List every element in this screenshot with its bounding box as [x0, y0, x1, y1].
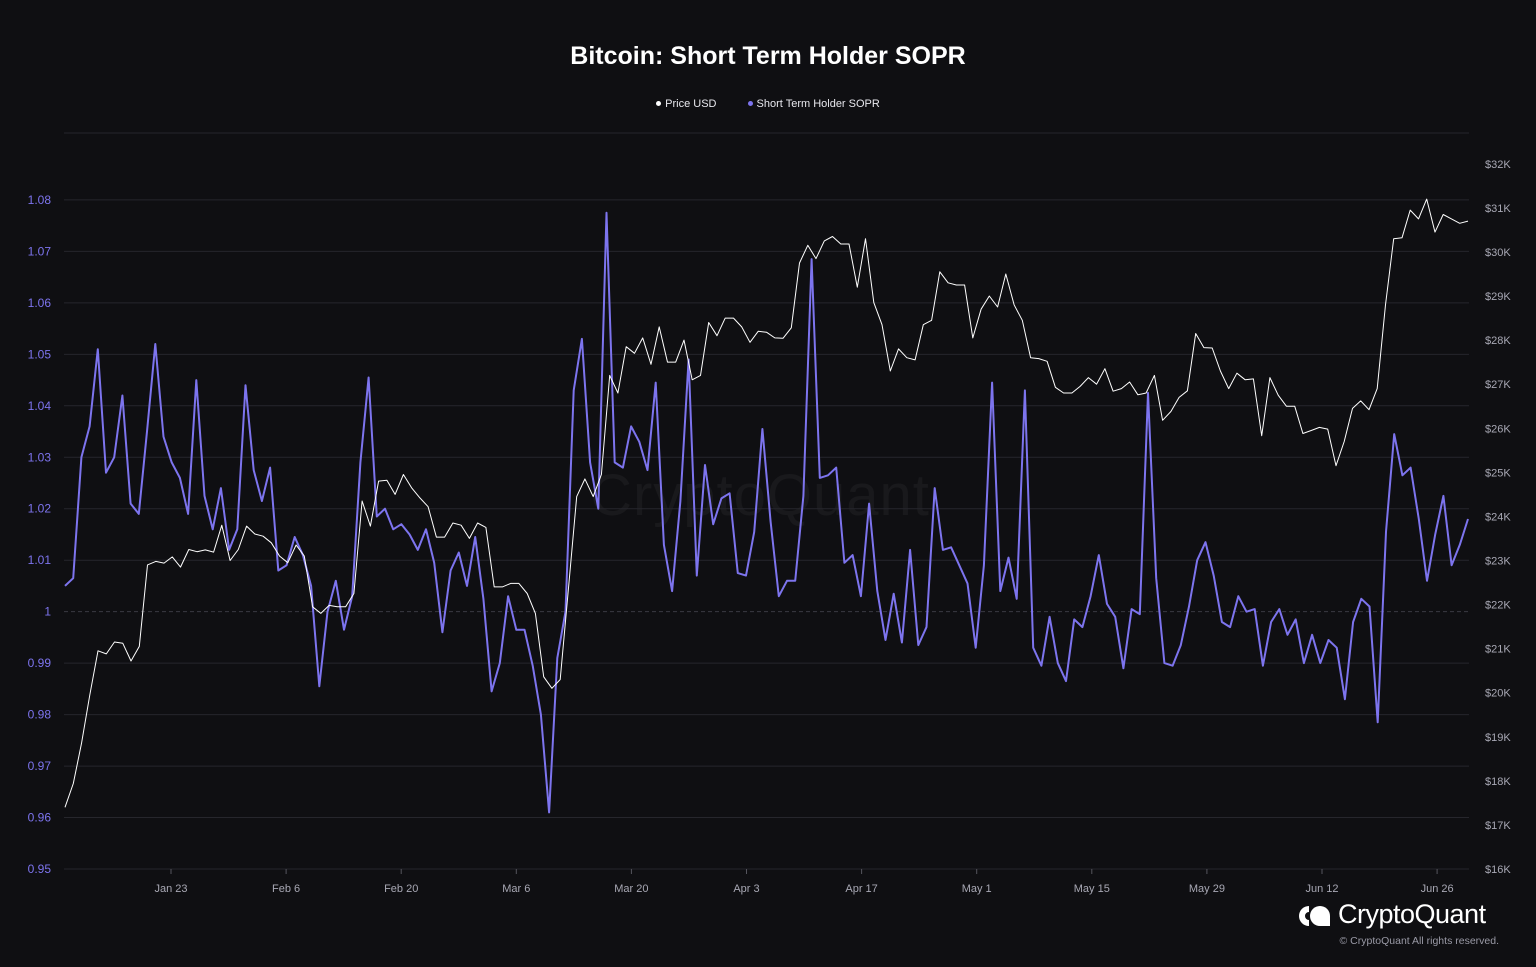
right-tick-label: $24K: [1485, 511, 1511, 523]
left-tick-label: 1: [44, 605, 51, 619]
left-tick-label: 0.96: [28, 811, 52, 825]
x-tick-label: Jun 12: [1305, 883, 1338, 895]
left-axis-ticks: 1.08 1.07 1.06 1.05 1.04 1.03 1.02 1.01 1 0.99 0.9…: [28, 193, 52, 876]
right-tick-label: $17K: [1485, 820, 1511, 832]
cryptoquant-logo-icon: [1299, 906, 1330, 926]
series-line-sopr: [64, 211, 1469, 814]
x-tick-label: Mar 20: [614, 883, 648, 895]
x-tick-label: Apr 17: [845, 883, 877, 895]
right-tick-label: $21K: [1485, 644, 1511, 656]
x-tick-label: May 15: [1074, 883, 1110, 895]
right-tick-label: $30K: [1485, 247, 1511, 259]
left-tick-label: 0.98: [28, 708, 52, 722]
x-tick-label: Feb 20: [384, 883, 418, 895]
left-tick-label: 1.01: [28, 553, 52, 567]
chart-legend: Price USD Short Term Holder SOPR: [0, 98, 1536, 110]
right-tick-label: $18K: [1485, 776, 1511, 788]
x-tick-label: Apr 3: [733, 883, 759, 895]
left-tick-label: 1.05: [28, 347, 52, 361]
right-tick-label: $32K: [1485, 159, 1511, 171]
x-axis-ticks: Jan 23 Feb 6 Feb 20 Mar 6 Mar 20 Apr 3 Apr 17 M…: [154, 869, 1454, 895]
legend-dot-price-icon: [656, 100, 662, 106]
x-tick-label: Mar 6: [502, 883, 530, 895]
right-tick-label: $27K: [1485, 379, 1511, 391]
legend-item-sopr[interactable]: Short Term Holder SOPR: [747, 98, 880, 110]
legend-item-price[interactable]: Price USD: [656, 98, 716, 110]
x-tick-label: Feb 6: [272, 883, 300, 895]
legend-dot-sopr-icon: [747, 100, 753, 106]
x-tick-label: May 29: [1189, 883, 1225, 895]
right-tick-label: $22K: [1485, 600, 1511, 612]
right-axis-ticks: $32K $31K $30K $29K $28K $27K $26K $25K $24K $23K…: [1485, 159, 1511, 876]
right-tick-label: $29K: [1485, 291, 1511, 303]
brand-logo: CryptoQuant: [1296, 899, 1506, 933]
right-tick-label: $25K: [1485, 467, 1511, 479]
right-tick-label: $20K: [1485, 688, 1511, 700]
left-tick-label: 0.95: [28, 862, 52, 876]
series-line-price: [64, 198, 1469, 808]
right-tick-label: $28K: [1485, 335, 1511, 347]
right-tick-label: $31K: [1485, 203, 1511, 215]
left-tick-label: 1.07: [28, 244, 52, 258]
left-tick-label: 0.97: [28, 759, 52, 773]
right-tick-label: $16K: [1485, 864, 1511, 876]
right-tick-label: $23K: [1485, 555, 1511, 567]
x-tick-label: May 1: [962, 883, 992, 895]
left-tick-label: 1.02: [28, 502, 52, 516]
legend-label-price: Price USD: [665, 98, 717, 110]
series-layer: [64, 198, 1469, 814]
brand-name: CryptoQuant: [1338, 899, 1486, 929]
left-tick-label: 1.06: [28, 296, 52, 310]
copyright-text: © CryptoQuant All rights reserved.: [1339, 935, 1499, 947]
chart-title: Bitcoin: Short Term Holder SOPR: [570, 42, 966, 70]
x-tick-label: Jun 26: [1421, 883, 1454, 895]
right-tick-label: $26K: [1485, 423, 1511, 435]
grid-lines: [64, 132, 1469, 870]
left-tick-label: 1.08: [28, 193, 52, 207]
right-tick-label: $19K: [1485, 732, 1511, 744]
left-tick-label: 0.99: [28, 656, 52, 670]
left-tick-label: 1.04: [28, 399, 52, 413]
legend-label-sopr: Short Term Holder SOPR: [756, 98, 880, 110]
x-tick-label: Jan 23: [154, 883, 187, 895]
left-tick-label: 1.03: [28, 450, 52, 464]
